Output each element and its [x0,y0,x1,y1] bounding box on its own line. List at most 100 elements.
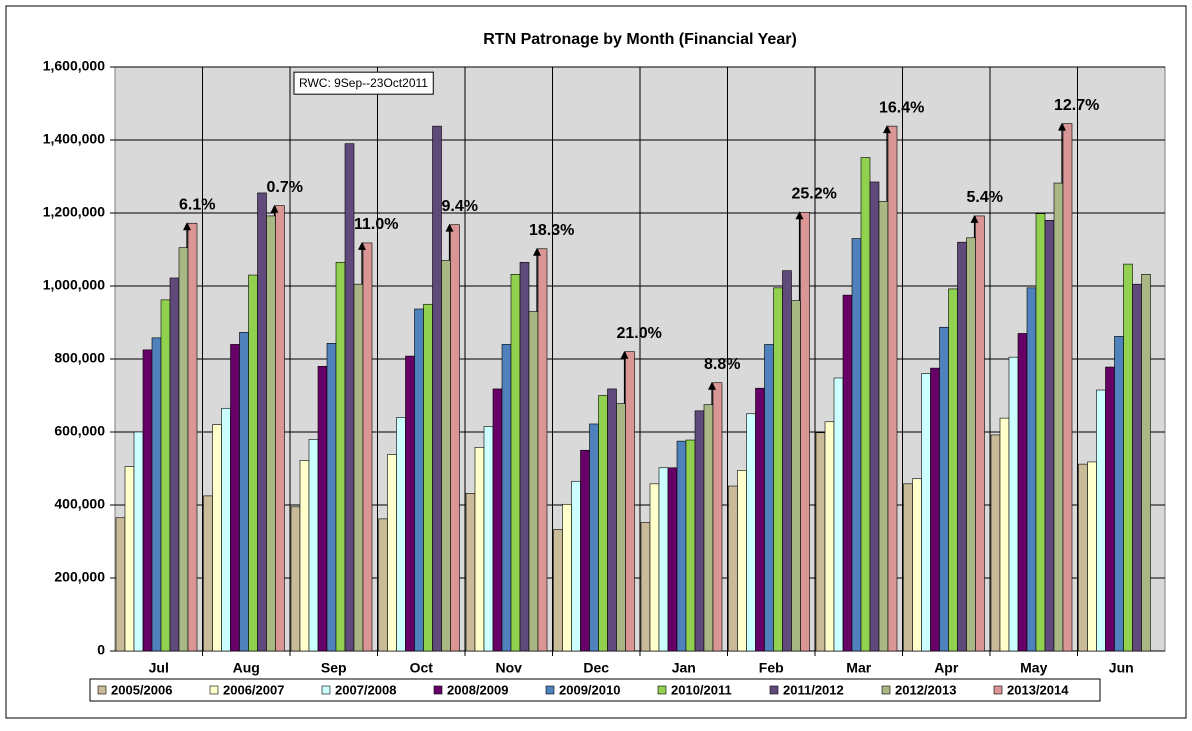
x-tick-label: Jul [149,660,169,676]
x-tick-label: Oct [410,660,434,676]
bar [712,382,723,652]
growth-label: 11.0% [354,216,398,233]
bar [178,247,189,652]
bar [625,351,635,652]
legend-label: 2010/2011 [671,682,732,697]
bar [878,201,889,652]
note-text: RWC: 9Sep--23Oct2011 [299,76,428,90]
bar [737,470,747,652]
growth-label: 5.4% [967,189,1003,206]
bar [414,308,424,652]
bar [1026,287,1037,652]
legend-label: 2013/2014 [1007,682,1069,697]
x-tick-label: May [1020,660,1047,676]
bar [869,181,880,652]
arrow-head [445,223,454,232]
growth-label: 12.7% [1054,97,1099,114]
note-box [293,71,434,95]
legend-swatch [321,685,331,695]
x-tick-label: Jan [672,660,696,676]
bar [1017,333,1028,652]
bar [1053,182,1064,652]
legend-swatch [545,685,555,695]
bar [1141,274,1151,652]
legend-swatch [657,685,667,695]
arrow-head [970,214,979,223]
bar [1044,220,1055,652]
bar [1114,336,1124,652]
bar [975,215,985,652]
x-tick-label: Apr [934,660,959,676]
bar [824,421,835,652]
bar [755,387,765,652]
bar [474,447,485,652]
arrow-head [795,211,804,220]
bar [326,343,337,652]
bar [510,274,521,652]
bar [703,404,714,652]
legend-swatch [769,685,779,695]
bar [948,288,958,652]
bar [335,261,346,652]
arrow-head [708,381,716,390]
legend-label: 2011/2012 [783,682,844,697]
bar [607,388,617,652]
legend-label: 2009/2010 [559,682,620,697]
bar [160,299,171,652]
bar [562,503,572,652]
legend-label: 2005/2006 [111,682,172,697]
bar [115,517,126,652]
bar [308,438,319,652]
bar [598,395,608,652]
growth-label: 21.0% [617,325,662,342]
y-tick-label: 400,000 [54,496,105,512]
chart-title: RTN Patronage by Month (Financial Year) [483,31,797,48]
bar [842,294,853,652]
bar [1123,263,1133,652]
bar [930,367,940,652]
growth-label: 8.8% [704,356,740,373]
bar [640,522,651,652]
bar [912,478,922,652]
bar [483,426,494,652]
bar [1087,461,1097,652]
y-tick-label: 1,400,000 [43,131,105,147]
bar [362,242,373,652]
bar [1062,123,1073,652]
legend-swatch [433,685,443,695]
arrow-head [183,222,191,231]
bar [378,518,388,652]
bar [266,215,276,652]
bar [667,467,678,652]
y-tick-label: 200,000 [54,569,105,585]
bar [299,460,310,652]
bar [957,241,967,652]
bar [1105,366,1115,652]
legend-label: 2008/2009 [447,682,508,697]
bar [1035,213,1046,652]
arrow-head [358,241,366,250]
bar [537,248,548,652]
y-tick-label: 1,600,000 [43,58,105,74]
bar [939,326,949,652]
bar [589,423,599,652]
bar [887,125,898,652]
x-tick-label: Feb [759,660,784,676]
bar [317,365,328,652]
growth-label: 9.4% [442,198,478,215]
bar [203,495,213,652]
bar [921,373,931,652]
bar [1132,283,1142,652]
bar [990,434,1001,652]
arrow-head [270,204,279,213]
legend-swatch [97,685,107,695]
bar [860,157,871,652]
bar [903,483,913,652]
growth-label: 16.4% [879,99,924,116]
bar [353,283,364,652]
bar [580,449,590,652]
bar [649,483,660,652]
bar [344,143,355,652]
bar [833,377,844,652]
